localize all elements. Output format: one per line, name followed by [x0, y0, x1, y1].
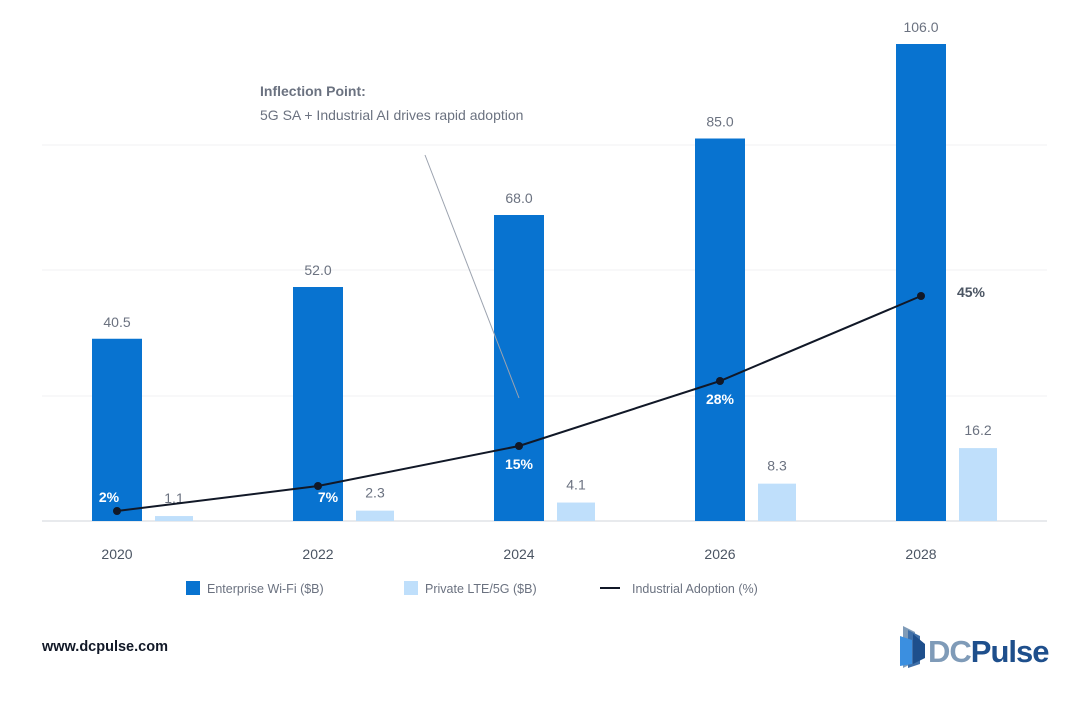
footer-url[interactable]: www.dcpulse.com [41, 639, 168, 655]
dcpulse-logo: DCPulse [900, 626, 1050, 669]
adoption-label-2026: 28% [706, 391, 735, 407]
x-tick-2028: 2028 [905, 546, 936, 562]
adoption-line: 2% 7% 15% 28% 45% [99, 284, 986, 515]
legend: Enterprise Wi-Fi ($B) Private LTE/5G ($B… [186, 581, 758, 596]
adoption-label-2028: 45% [957, 284, 986, 300]
bar-label-wifi-2022: 52.0 [304, 262, 331, 278]
bar-label-lte-2026: 8.3 [767, 458, 787, 474]
bar-lte-2020 [155, 516, 193, 521]
bar-label-lte-2022: 2.3 [365, 485, 385, 501]
adoption-label-2020: 2% [99, 489, 120, 505]
adoption-label-2024: 15% [505, 456, 534, 472]
bar-label-wifi-2020: 40.5 [103, 314, 130, 330]
bar-wifi-2028 [896, 44, 946, 521]
adoption-point-2020 [113, 507, 121, 515]
legend-label-adoption: Industrial Adoption (%) [632, 582, 758, 596]
legend-swatch-lte [404, 581, 418, 595]
legend-label-wifi: Enterprise Wi-Fi ($B) [207, 582, 324, 596]
legend-label-lte: Private LTE/5G ($B) [425, 582, 537, 596]
annotation: Inflection Point: 5G SA + Industrial AI … [260, 83, 523, 399]
bar-label-wifi-2028: 106.0 [903, 19, 938, 35]
x-tick-2020: 2020 [101, 546, 132, 562]
bar-lte-2026 [758, 483, 796, 521]
bar-label-lte-2024: 4.1 [566, 477, 586, 493]
bar-wifi-2020 [92, 338, 142, 521]
adoption-point-2026 [716, 377, 724, 385]
gridlines [42, 144, 1047, 522]
x-tick-2024: 2024 [503, 546, 534, 562]
annotation-title: Inflection Point: [260, 83, 366, 99]
bar-label-wifi-2026: 85.0 [706, 114, 733, 130]
annotation-pointer-line [424, 154, 520, 399]
adoption-point-2028 [917, 292, 925, 300]
bar-lte-2022 [356, 510, 394, 521]
bar-label-wifi-2024: 68.0 [505, 190, 532, 206]
adoption-label-2022: 7% [318, 489, 339, 505]
bar-wifi-2026 [695, 138, 745, 521]
bar-label-lte-2028: 16.2 [964, 422, 991, 438]
bar-label-lte-2020: 1.1 [164, 490, 184, 506]
svg-text:DCPulse: DCPulse [928, 634, 1049, 669]
legend-swatch-wifi [186, 581, 200, 595]
x-axis: 2020 2022 2024 2026 2028 [101, 546, 936, 562]
adoption-point-2024 [515, 442, 523, 450]
bar-wifi-2024 [494, 215, 544, 521]
adoption-point-2022 [314, 482, 322, 490]
x-tick-2026: 2026 [704, 546, 735, 562]
bar-lte-2024 [557, 502, 595, 521]
x-tick-2022: 2022 [302, 546, 333, 562]
annotation-text: 5G SA + Industrial AI drives rapid adopt… [260, 107, 523, 123]
bar-lte-2028 [959, 448, 997, 521]
